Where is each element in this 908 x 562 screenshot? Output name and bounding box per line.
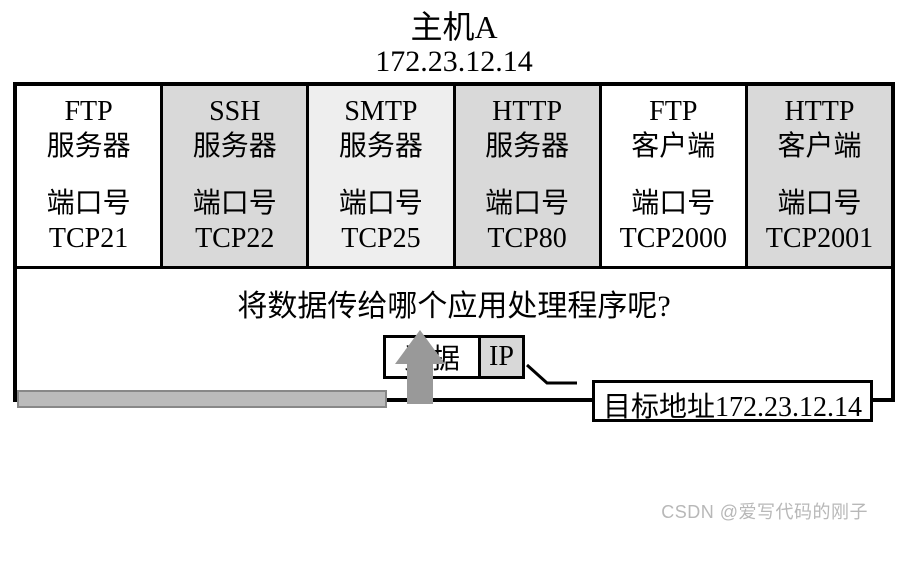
incoming-arrow-icon [395, 330, 445, 364]
port-label: 端口号 [311, 186, 450, 221]
app-cell: FTP 客户端 端口号 TCP2000 [602, 86, 748, 266]
app-role: 服务器 [458, 129, 597, 164]
host-name: 主机A [10, 10, 898, 45]
app-cell: SMTP 服务器 端口号 TCP25 [309, 86, 455, 266]
port-value: TCP80 [458, 221, 597, 256]
packet-ip-segment: IP [481, 338, 522, 376]
port-value: TCP21 [19, 221, 158, 256]
port-value: TCP22 [165, 221, 304, 256]
packet-diagram: 数据 IP [21, 335, 887, 379]
app-protocol: HTTP [750, 94, 889, 129]
app-role: 服务器 [311, 129, 450, 164]
incoming-arrow-stem [407, 360, 433, 404]
port-value: TCP2000 [604, 221, 743, 256]
routing-question-row: 将数据传给哪个应用处理程序呢? 数据 IP 目标地址172.23.12.14 [17, 266, 891, 398]
diagram-title: 主机A 172.23.12.14 [10, 10, 898, 78]
port-label: 端口号 [458, 186, 597, 221]
port-label: 端口号 [165, 186, 304, 221]
applications-row: FTP 服务器 端口号 TCP21 SSH 服务器 端口号 TCP22 SMTP… [17, 86, 891, 266]
app-protocol: FTP [19, 94, 158, 129]
app-cell: SSH 服务器 端口号 TCP22 [163, 86, 309, 266]
app-role: 服务器 [19, 129, 158, 164]
app-protocol: SMTP [311, 94, 450, 129]
port-label: 端口号 [19, 186, 158, 221]
incoming-path-bar [17, 390, 387, 408]
host-box: FTP 服务器 端口号 TCP21 SSH 服务器 端口号 TCP22 SMTP… [13, 82, 895, 402]
app-role: 客户端 [750, 129, 889, 164]
destination-address-callout: 目标地址172.23.12.14 [592, 380, 873, 422]
app-cell: FTP 服务器 端口号 TCP21 [17, 86, 163, 266]
app-protocol: SSH [165, 94, 304, 129]
app-cell: HTTP 客户端 端口号 TCP2001 [748, 86, 891, 266]
port-value: TCP25 [311, 221, 450, 256]
app-protocol: FTP [604, 94, 743, 129]
app-protocol: HTTP [458, 94, 597, 129]
port-label: 端口号 [750, 186, 889, 221]
app-role: 客户端 [604, 129, 743, 164]
port-label: 端口号 [604, 186, 743, 221]
app-cell: HTTP 服务器 端口号 TCP80 [456, 86, 602, 266]
host-ip: 172.23.12.14 [10, 45, 898, 78]
watermark-text: CSDN @爱写代码的刚子 [661, 498, 868, 524]
port-value: TCP2001 [750, 221, 889, 256]
question-text: 将数据传给哪个应用处理程序呢? [21, 281, 887, 325]
app-role: 服务器 [165, 129, 304, 164]
